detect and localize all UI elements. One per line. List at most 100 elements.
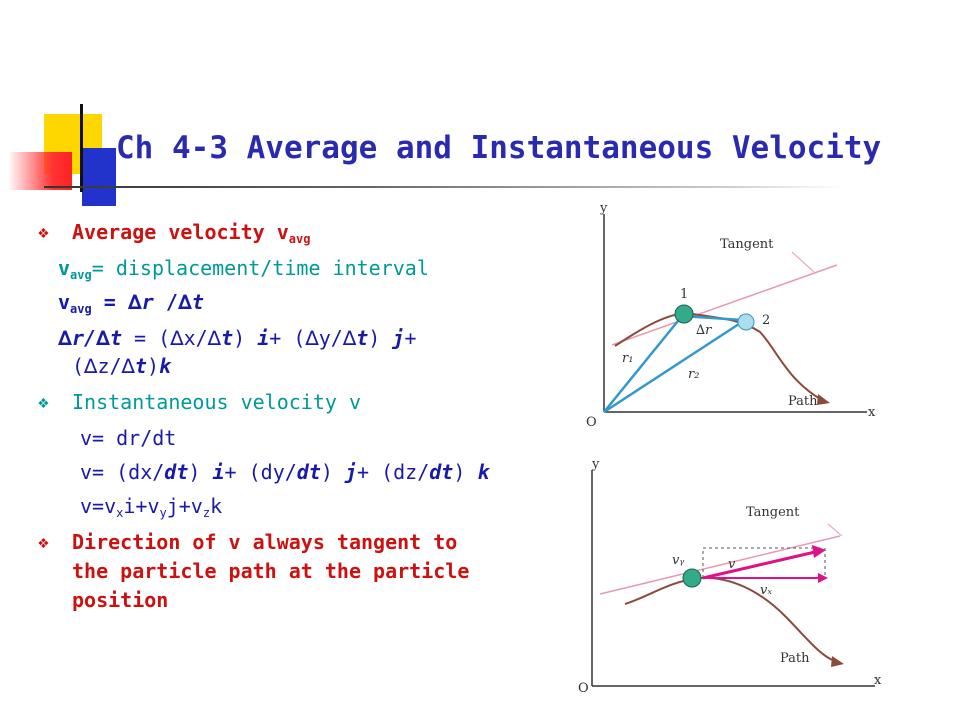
dt-symbol: dt bbox=[429, 460, 454, 484]
bullet-diamond-icon: ❖ bbox=[38, 392, 49, 413]
r2-label: r₂ bbox=[688, 367, 699, 382]
vavg-definition-line: vavg= displacement/time interval bbox=[58, 256, 429, 287]
direction-line-2: the particle path at the particle bbox=[72, 559, 470, 583]
subscript-avg: avg bbox=[288, 232, 311, 246]
decor-red-bar bbox=[8, 152, 72, 190]
dt-symbol: dt bbox=[164, 460, 189, 484]
t-symbol: t bbox=[191, 290, 204, 314]
position-vector-r2 bbox=[603, 320, 743, 414]
x-axis-label: x bbox=[874, 673, 882, 688]
t-symbol: t bbox=[109, 326, 123, 350]
slash: / bbox=[153, 290, 178, 314]
vz-term: j+v bbox=[166, 494, 203, 518]
decor-vertical-line bbox=[80, 104, 83, 192]
velocity-arrowhead-icon bbox=[812, 545, 826, 558]
inst-velocity-eq-1: v= dr/dt bbox=[80, 426, 177, 450]
delta-symbol: ∆ bbox=[127, 290, 142, 314]
point-1-label: 1 bbox=[680, 287, 688, 302]
delta-symbol: ∆ bbox=[170, 326, 184, 350]
delta-symbol: ∆ bbox=[84, 354, 98, 378]
path-label: Path bbox=[780, 651, 810, 666]
k-unit-vector: k bbox=[159, 354, 172, 378]
k-unit-vector: k bbox=[477, 460, 490, 484]
tangent-line bbox=[611, 264, 838, 346]
close-paren: ) bbox=[368, 326, 393, 350]
open-paren: ( bbox=[72, 354, 85, 378]
vx-label: vₓ bbox=[760, 583, 772, 598]
origin-label: O bbox=[578, 681, 589, 696]
j-unit-vector: j bbox=[392, 326, 405, 350]
particle-position-2 bbox=[737, 313, 755, 331]
close-paren: ) bbox=[188, 460, 213, 484]
r1-label: r₁ bbox=[622, 351, 633, 366]
vx-arrowhead-icon bbox=[818, 573, 828, 583]
subscript-x: x bbox=[116, 506, 124, 520]
dz-term: + (dz/ bbox=[357, 460, 430, 484]
y-axis-label: y bbox=[591, 457, 600, 472]
z-component: z/ bbox=[97, 354, 122, 378]
dy-term: + (dy/ bbox=[224, 460, 297, 484]
t-symbol: t bbox=[134, 354, 147, 378]
delta-symbol: ∆ bbox=[121, 354, 135, 378]
bullet-average-velocity: Average velocity vavg bbox=[72, 220, 310, 251]
tangent-label: Tangent bbox=[746, 505, 800, 520]
path-label: Path bbox=[788, 394, 818, 409]
delta-symbol: ∆ bbox=[305, 326, 319, 350]
subscript-y: y bbox=[159, 506, 167, 520]
instantaneous-velocity-diagram: y x O Tangent Path vᵧ v vₓ bbox=[578, 457, 882, 696]
direction-line-1: Direction of v always tangent to bbox=[72, 530, 458, 554]
decor-blue-square bbox=[82, 148, 116, 206]
path-arrowhead-icon bbox=[831, 656, 844, 667]
slide-title: Ch 4-3 Average and Instantaneous Velocit… bbox=[116, 130, 882, 166]
tangent-label-leader bbox=[827, 523, 843, 537]
bullet-average-velocity-text: Average velocity v bbox=[72, 220, 289, 244]
x-axis-label: x bbox=[868, 405, 876, 420]
title-underline bbox=[44, 186, 844, 188]
direction-line-3: position bbox=[72, 588, 169, 612]
vy-label: vᵧ bbox=[672, 553, 684, 568]
t-symbol: t bbox=[221, 326, 234, 350]
delta-symbol: ∆ bbox=[207, 326, 222, 350]
y-axis-label: y bbox=[599, 201, 608, 216]
t-symbol: t bbox=[356, 326, 369, 350]
vy-term: i+v bbox=[123, 494, 160, 518]
vavg-definition-text: = displacement/time interval bbox=[91, 256, 429, 280]
bullet-diamond-icon: ❖ bbox=[38, 532, 49, 553]
velocity-vector bbox=[702, 550, 816, 580]
equals-sign: = bbox=[91, 290, 128, 314]
tangent-label-leader bbox=[791, 251, 815, 273]
subscript-avg: avg bbox=[70, 268, 92, 282]
vx-term: v=v bbox=[80, 494, 117, 518]
average-velocity-diagram: y x O Tangent Path 1 2 r₁ r₂ ∆r bbox=[586, 201, 876, 430]
vavg-equation-line: vavg = ∆r /∆t bbox=[58, 290, 204, 321]
particle-path bbox=[614, 312, 823, 401]
k-unit-vector: k bbox=[210, 494, 223, 518]
subscript-z: z bbox=[202, 506, 211, 520]
x-component: x/ bbox=[183, 326, 208, 350]
plus-open: + ( bbox=[269, 326, 306, 350]
components-line-2: (∆z/∆t)k bbox=[72, 354, 171, 378]
delta-symbol: ∆ bbox=[96, 326, 110, 350]
close-paren: ) bbox=[146, 354, 160, 378]
vavg-symbol: v bbox=[58, 290, 71, 314]
point-2-label: 2 bbox=[762, 313, 770, 328]
close-paren: ) bbox=[233, 326, 258, 350]
dt-symbol: dt bbox=[296, 460, 321, 484]
delta-symbol: ∆ bbox=[342, 326, 357, 350]
inst-velocity-eq-3: v=vxi+vyj+vzk bbox=[80, 494, 222, 525]
equals-open: = ( bbox=[122, 326, 171, 350]
components-line-1: ∆r/∆t = (∆x/∆t) i+ (∆y/∆t) j+ bbox=[58, 326, 416, 350]
path-arrowhead-icon bbox=[817, 394, 830, 405]
particle-position-1 bbox=[674, 304, 694, 324]
i-unit-vector: i bbox=[212, 460, 225, 484]
tangent-label: Tangent bbox=[720, 237, 774, 252]
delta-symbol: ∆ bbox=[177, 290, 192, 314]
tangent-line bbox=[599, 535, 841, 595]
subscript-avg: avg bbox=[70, 302, 92, 316]
r-symbol: r/ bbox=[71, 326, 97, 350]
bullet-diamond-icon: ❖ bbox=[38, 222, 49, 243]
plus-sign: + bbox=[404, 326, 417, 350]
vavg-symbol: v bbox=[58, 256, 71, 280]
y-component: y/ bbox=[318, 326, 343, 350]
delta-r-label: ∆r bbox=[696, 323, 712, 338]
